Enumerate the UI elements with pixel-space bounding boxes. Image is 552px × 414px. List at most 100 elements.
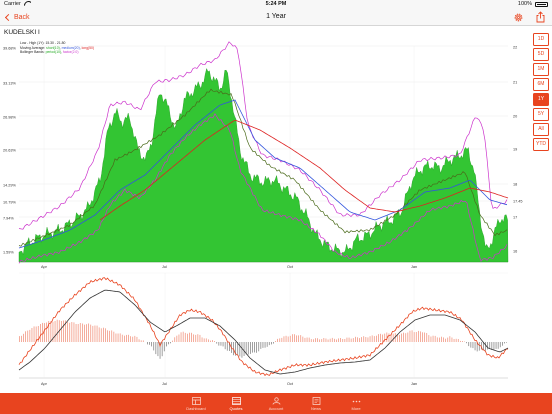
month-axis-label: Jul [162,265,167,269]
macd-histogram-bar [506,342,507,343]
macd-histogram-bar [254,342,255,353]
tab-bar: Dashboard Quotes Account News More [0,393,552,414]
bollinger-upper-line [18,41,508,230]
share-icon[interactable] [535,11,546,23]
macd-histogram-bar [205,338,207,342]
macd-histogram-bar [250,342,251,354]
macd-chart-grid [19,272,508,379]
macd-histogram-bar [279,338,281,342]
period-ytd-button[interactable]: YTD [533,138,549,151]
macd-histogram-bar [33,326,35,342]
macd-histogram-bar [386,332,388,342]
macd-histogram-bar [399,335,400,342]
macd-histogram-bar [348,337,350,342]
macd-histogram-bar [84,324,85,342]
macd-histogram-bar [147,342,148,345]
period-1m-button[interactable]: 1M [533,63,549,76]
tab-account[interactable]: Account [256,393,296,414]
macd-histogram-bar [132,336,134,342]
battery-percent: 100% [517,1,532,7]
legend-bollinger: Bollinger Bands: period(10), factor(2.0) [20,50,79,55]
macd-histogram-bar [90,324,92,342]
period-5y-button[interactable]: 5Y [533,108,549,121]
price-axis-label: 20 [513,115,517,119]
back-button-label: Back [14,14,30,21]
macd-chart[interactable]: Apr Jul Oct Jan [0,270,552,390]
price-chart[interactable]: 39.68% 33.13% 26.98% 20.63% 14.29% 10.79% 7.94… [0,30,552,270]
macd-histogram-bar [426,333,428,342]
macd-histogram-bar [300,335,302,342]
account-icon [272,397,280,405]
gear-icon[interactable] [513,12,524,23]
macd-histogram-bar [46,322,47,342]
macd-histogram-bar [350,338,352,342]
macd-histogram-bar [168,342,169,345]
macd-histogram-bar [369,336,371,342]
macd-histogram-bar [418,330,419,342]
tab-dashboard[interactable]: Dashboard [176,393,216,414]
macd-histogram-bar [23,333,24,342]
tab-quotes-label: Quotes [229,406,243,411]
macd-histogram-bar [189,332,190,342]
macd-histogram-bar [266,342,268,347]
pct-axis-label: 33.13% [3,82,17,86]
tab-quotes[interactable]: Quotes [216,393,256,414]
macd-histogram-bar [294,334,295,342]
period-selector: 1D 5D 1M 6M 1Y 5Y All YTD [533,33,549,153]
macd-histogram-bar [491,342,493,350]
legend-ma-prefix: Moving Average: [20,45,47,50]
macd-histogram-bar [25,331,26,342]
period-1y-button[interactable]: 1Y [533,93,549,106]
macd-histogram-bar [403,332,404,342]
macd-histogram-bar [187,333,188,342]
macd-histogram-bar [88,323,89,342]
pct-axis-labels: 39.68% 33.13% 26.98% 20.63% 14.29% 10.79% 7.94… [3,47,17,255]
macd-histogram-bar [302,336,304,342]
macd-histogram-bar [338,338,339,342]
macd-histogram-bar [124,335,125,342]
macd-histogram-bar [128,334,129,342]
macd-histogram-bar [79,323,81,342]
macd-histogram-bar [455,338,457,342]
macd-histogram-bar [415,332,417,342]
macd-histogram-bar [212,340,213,342]
macd-histogram-bar [308,337,310,342]
macd-histogram-bar [203,338,205,342]
macd-histogram-bar [134,335,136,342]
macd-histogram-bar [504,342,505,344]
macd-histogram-bar [82,323,83,342]
legend-bb-prefix: Bollinger Bands: [20,50,46,55]
period-1d-button[interactable]: 1D [533,33,549,46]
period-5d-button[interactable]: 5D [533,48,549,61]
macd-histogram-bar [443,337,444,342]
period-all-button[interactable]: All [533,123,549,136]
macd-histogram-bar [170,342,171,344]
macd-histogram-bar [98,327,100,342]
tab-more[interactable]: More [336,393,376,414]
ma-medium-line [18,99,508,249]
macd-histogram-bar [405,333,407,342]
status-time: 5:24 PM [265,1,287,7]
macd-histogram-bar [321,339,323,342]
navigation-bar: Back 1 Year [0,9,552,26]
period-6m-button[interactable]: 6M [533,78,549,91]
macd-histogram-bar [195,334,197,342]
pct-axis-label: 14.29% [3,184,17,188]
macd-month-axis-label: Apr [41,382,48,386]
macd-histogram-bar [359,338,360,342]
macd-histogram-bar [201,337,203,342]
macd-histogram-bar [243,342,245,356]
macd-histogram-bar [19,336,20,342]
back-button[interactable]: Back [3,12,30,23]
macd-histogram-bar [226,342,228,351]
macd-histogram-bar [180,332,182,342]
price-axis-label: 17.45 [513,200,523,204]
tab-news[interactable]: News [296,393,336,414]
macd-histogram-bar [499,342,501,348]
macd-histogram-bar [487,342,488,350]
pct-axis-label: 1.59% [3,251,14,255]
macd-histogram-bar [138,339,140,342]
macd-histogram-bar [474,342,476,351]
status-bar: Carrier 5:24 PM 100% [0,0,552,9]
macd-histogram-bar [422,332,423,342]
